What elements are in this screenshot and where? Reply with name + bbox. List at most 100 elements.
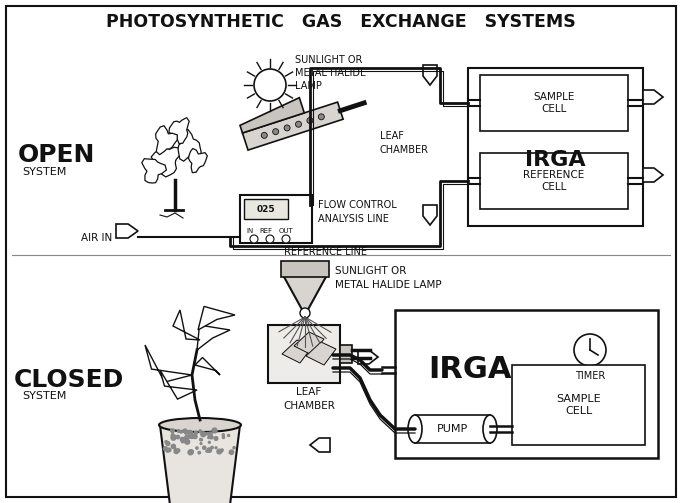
Circle shape	[176, 435, 179, 439]
Circle shape	[190, 434, 194, 439]
Circle shape	[173, 435, 176, 438]
Bar	[340, 345, 352, 363]
Ellipse shape	[408, 415, 422, 443]
Circle shape	[217, 449, 222, 454]
Circle shape	[214, 437, 218, 440]
Circle shape	[209, 441, 210, 443]
Circle shape	[200, 439, 202, 441]
Circle shape	[574, 334, 606, 366]
Polygon shape	[240, 98, 304, 133]
Circle shape	[208, 437, 209, 439]
Polygon shape	[197, 325, 230, 350]
Circle shape	[215, 447, 217, 449]
Circle shape	[185, 436, 189, 440]
Circle shape	[196, 447, 198, 449]
Circle shape	[198, 452, 201, 454]
Circle shape	[188, 450, 193, 455]
Circle shape	[186, 440, 190, 444]
Text: FLOW CONTROL: FLOW CONTROL	[318, 200, 397, 210]
Polygon shape	[643, 168, 663, 182]
Circle shape	[209, 436, 213, 439]
Circle shape	[273, 129, 279, 135]
Circle shape	[199, 430, 201, 433]
Circle shape	[233, 447, 235, 449]
Circle shape	[212, 428, 217, 433]
Circle shape	[166, 450, 168, 452]
Polygon shape	[294, 332, 324, 355]
Text: LEAF
CHAMBER: LEAF CHAMBER	[380, 131, 429, 154]
Circle shape	[295, 121, 301, 127]
Text: SYSTEM: SYSTEM	[22, 167, 66, 177]
Polygon shape	[423, 65, 437, 85]
Circle shape	[188, 435, 192, 438]
Circle shape	[170, 429, 175, 433]
Text: REFERENCE LINE: REFERENCE LINE	[284, 247, 366, 257]
Text: REF: REF	[259, 228, 273, 234]
Polygon shape	[178, 129, 201, 161]
Polygon shape	[243, 102, 343, 150]
Circle shape	[177, 430, 180, 433]
Polygon shape	[155, 126, 177, 155]
Polygon shape	[195, 358, 220, 375]
Circle shape	[201, 432, 206, 437]
Text: CLOSED: CLOSED	[14, 368, 124, 392]
Text: PUMP: PUMP	[437, 424, 468, 434]
Bar	[468, 68, 643, 226]
Circle shape	[300, 308, 310, 318]
Text: SAMPLE
CELL: SAMPLE CELL	[557, 394, 601, 416]
Polygon shape	[188, 148, 207, 173]
Polygon shape	[306, 342, 336, 365]
Bar	[395, 310, 658, 458]
Circle shape	[174, 449, 179, 454]
Text: TIMER: TIMER	[575, 371, 605, 381]
Circle shape	[229, 450, 234, 454]
Text: LEAF
CHAMBER: LEAF CHAMBER	[283, 387, 335, 410]
Circle shape	[228, 435, 230, 437]
Bar	[415, 415, 490, 443]
Circle shape	[203, 446, 206, 449]
Polygon shape	[310, 438, 330, 452]
Circle shape	[188, 431, 192, 435]
Bar	[268, 325, 340, 383]
Circle shape	[171, 444, 175, 449]
Circle shape	[282, 235, 290, 243]
Bar	[480, 153, 628, 209]
Circle shape	[180, 431, 182, 433]
Circle shape	[284, 125, 290, 131]
Circle shape	[222, 449, 223, 451]
Circle shape	[167, 448, 171, 452]
Circle shape	[185, 439, 190, 444]
Polygon shape	[643, 90, 663, 104]
Circle shape	[184, 430, 188, 434]
Polygon shape	[142, 158, 166, 183]
Circle shape	[208, 432, 212, 436]
Circle shape	[220, 449, 223, 452]
Bar	[240, 195, 312, 243]
Text: IRGA: IRGA	[525, 150, 586, 170]
Circle shape	[208, 449, 211, 452]
Polygon shape	[173, 310, 200, 340]
Circle shape	[201, 439, 203, 441]
Circle shape	[166, 442, 170, 446]
Circle shape	[222, 436, 224, 439]
Circle shape	[307, 118, 313, 124]
Polygon shape	[160, 425, 240, 503]
Ellipse shape	[483, 415, 497, 443]
Text: 025: 025	[256, 205, 276, 213]
Circle shape	[266, 235, 274, 243]
Circle shape	[171, 436, 176, 440]
Polygon shape	[169, 118, 189, 144]
Circle shape	[171, 434, 174, 437]
Polygon shape	[423, 205, 437, 225]
Bar	[281, 261, 329, 277]
Bar	[480, 75, 628, 131]
Text: AIR IN: AIR IN	[80, 233, 112, 243]
Circle shape	[183, 429, 187, 433]
Circle shape	[181, 440, 184, 443]
Polygon shape	[116, 224, 138, 238]
Circle shape	[164, 447, 167, 451]
Circle shape	[254, 69, 286, 101]
Bar	[512, 365, 645, 445]
Bar	[244, 199, 288, 219]
Circle shape	[207, 448, 211, 452]
